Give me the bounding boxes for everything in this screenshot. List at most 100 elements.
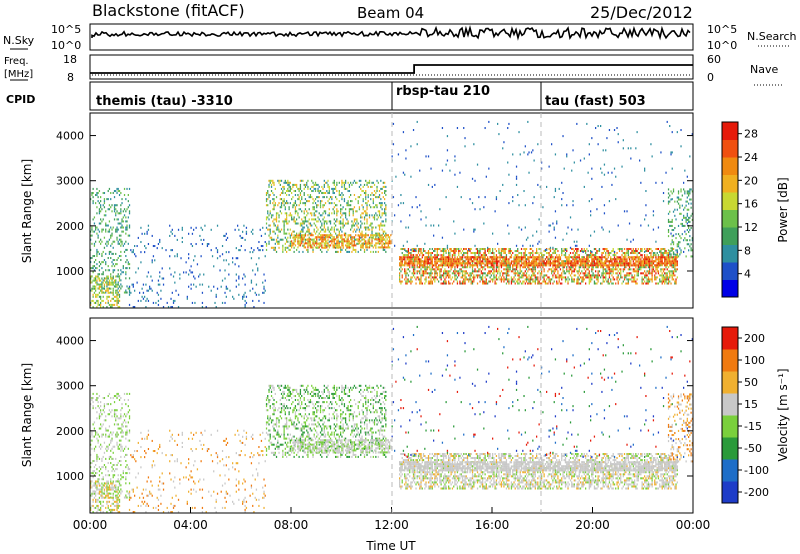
data-cell-0-2 bbox=[228, 263, 230, 266]
data-cell-0-5 bbox=[419, 250, 421, 253]
data-cell-0-5 bbox=[404, 272, 406, 275]
data-cell-0-3 bbox=[348, 183, 351, 186]
data-cell-0-3 bbox=[279, 183, 281, 186]
data-cell-0-0 bbox=[98, 261, 101, 264]
data-cell-0-0 bbox=[126, 224, 128, 227]
data-cell-0-4 bbox=[324, 238, 327, 241]
data-cell-0-3 bbox=[298, 236, 300, 239]
data-cell-0-5 bbox=[451, 276, 454, 279]
data-cell-0-5 bbox=[475, 252, 477, 255]
data-cell-0-6 bbox=[488, 260, 490, 263]
data-cell-0-1 bbox=[95, 287, 97, 290]
data-cell-0-3 bbox=[289, 234, 291, 237]
data-cell-0-4 bbox=[377, 238, 379, 241]
data-cell-0-3 bbox=[317, 228, 319, 231]
data-cell-0-3 bbox=[340, 222, 342, 225]
data-cell-0-6 bbox=[600, 258, 602, 261]
data-cell-0-6 bbox=[601, 258, 603, 261]
data-cell-0-6 bbox=[605, 260, 607, 263]
data-cell-0-4 bbox=[311, 246, 313, 249]
data-cell-0-5 bbox=[646, 274, 648, 277]
data-cell-0-0 bbox=[103, 246, 106, 249]
data-cell-0-3 bbox=[371, 222, 373, 225]
data-cell-0-6 bbox=[412, 262, 415, 265]
data-cell-0-6 bbox=[430, 262, 432, 265]
data-cell-0-5 bbox=[586, 276, 588, 279]
data-cell-0-5 bbox=[443, 262, 445, 265]
data-cell-0-2 bbox=[147, 243, 150, 246]
data-cell-0-5 bbox=[427, 272, 430, 275]
data-cell-0-4 bbox=[298, 240, 300, 243]
data-cell-0-5 bbox=[634, 252, 636, 255]
data-cell-0-5 bbox=[414, 266, 416, 269]
data-cell-0-0 bbox=[111, 228, 113, 231]
data-cell-0-3 bbox=[275, 212, 278, 215]
data-cell-0-6 bbox=[639, 256, 641, 259]
data-cell-0-5 bbox=[484, 252, 486, 255]
data-cell-0-5 bbox=[660, 268, 662, 271]
data-cell-0-5 bbox=[586, 274, 588, 277]
data-cell-0-5 bbox=[455, 274, 457, 277]
data-cell-0-1 bbox=[95, 277, 97, 280]
data-cell-0-5 bbox=[464, 252, 466, 255]
data-cell-0-2 bbox=[144, 232, 146, 235]
data-cell-0-5 bbox=[518, 274, 520, 277]
data-cell-0-4 bbox=[324, 244, 327, 247]
data-cell-0-3 bbox=[292, 218, 294, 221]
data-cell-0-4 bbox=[333, 246, 335, 249]
data-cell-0-5 bbox=[562, 250, 564, 253]
data-cell-0-5 bbox=[573, 254, 575, 257]
data-cell-0-5 bbox=[504, 278, 506, 281]
data-cell-0-5 bbox=[543, 278, 545, 281]
data-cell-0-5 bbox=[553, 272, 555, 275]
data-cell-0-5 bbox=[610, 252, 612, 255]
data-cell-0-5 bbox=[622, 280, 624, 283]
data-cell-0-5 bbox=[554, 252, 557, 255]
data-cell-0-6 bbox=[571, 264, 573, 267]
data-cell-0-5 bbox=[562, 270, 564, 273]
data-cell-0-2 bbox=[258, 249, 260, 252]
data-cell-0-3 bbox=[335, 204, 337, 207]
data-cell-0-0 bbox=[117, 291, 119, 294]
data-cell-0-6 bbox=[453, 264, 455, 267]
data-cell-0-5 bbox=[492, 272, 494, 275]
data-cell-0-5 bbox=[401, 274, 403, 277]
data-cell-0-0 bbox=[96, 192, 98, 195]
data-cell-0-5 bbox=[517, 282, 519, 285]
data-cell-0-5 bbox=[484, 282, 486, 285]
data-cell-0-5 bbox=[587, 274, 589, 277]
data-cell-0-0 bbox=[91, 194, 93, 197]
data-cell-0-5 bbox=[503, 276, 505, 279]
data-cell-0-6 bbox=[586, 258, 588, 261]
data-cell-0-0 bbox=[93, 244, 96, 247]
data-cell-0-4 bbox=[361, 244, 363, 247]
data-cell-0-5 bbox=[626, 272, 628, 275]
data-cell-0-3 bbox=[316, 210, 318, 213]
data-cell-0-2 bbox=[137, 299, 139, 302]
data-cell-0-5 bbox=[508, 270, 510, 273]
data-cell-0-3 bbox=[356, 242, 358, 245]
data-cell-0-3 bbox=[267, 198, 269, 201]
data-cell-0-1 bbox=[118, 279, 121, 282]
data-cell-0-5 bbox=[652, 266, 655, 269]
data-cell-0-3 bbox=[346, 202, 348, 205]
data-cell-0-5 bbox=[430, 254, 432, 257]
data-cell-0-3 bbox=[298, 198, 300, 201]
data-cell-0-6 bbox=[573, 258, 575, 261]
data-cell-0-2 bbox=[170, 306, 172, 309]
data-cell-0-0 bbox=[120, 269, 122, 272]
data-cell-0-1 bbox=[112, 297, 114, 300]
data-cell-0-5 bbox=[631, 276, 633, 279]
data-cell-0-5 bbox=[482, 254, 484, 257]
data-cell-0-4 bbox=[361, 234, 363, 237]
data-cell-0-3 bbox=[288, 181, 290, 184]
data-cell-0-6 bbox=[613, 262, 616, 265]
data-cell-0-6 bbox=[417, 258, 420, 261]
data-cell-0-1 bbox=[98, 303, 101, 306]
data-cell-0-6 bbox=[557, 256, 559, 259]
data-cell-0-5 bbox=[495, 266, 498, 269]
data-cell-0-5 bbox=[564, 260, 567, 263]
data-cell-0-6 bbox=[480, 264, 482, 267]
data-cell-0-3 bbox=[278, 240, 280, 243]
data-cell-0-3 bbox=[307, 185, 309, 188]
